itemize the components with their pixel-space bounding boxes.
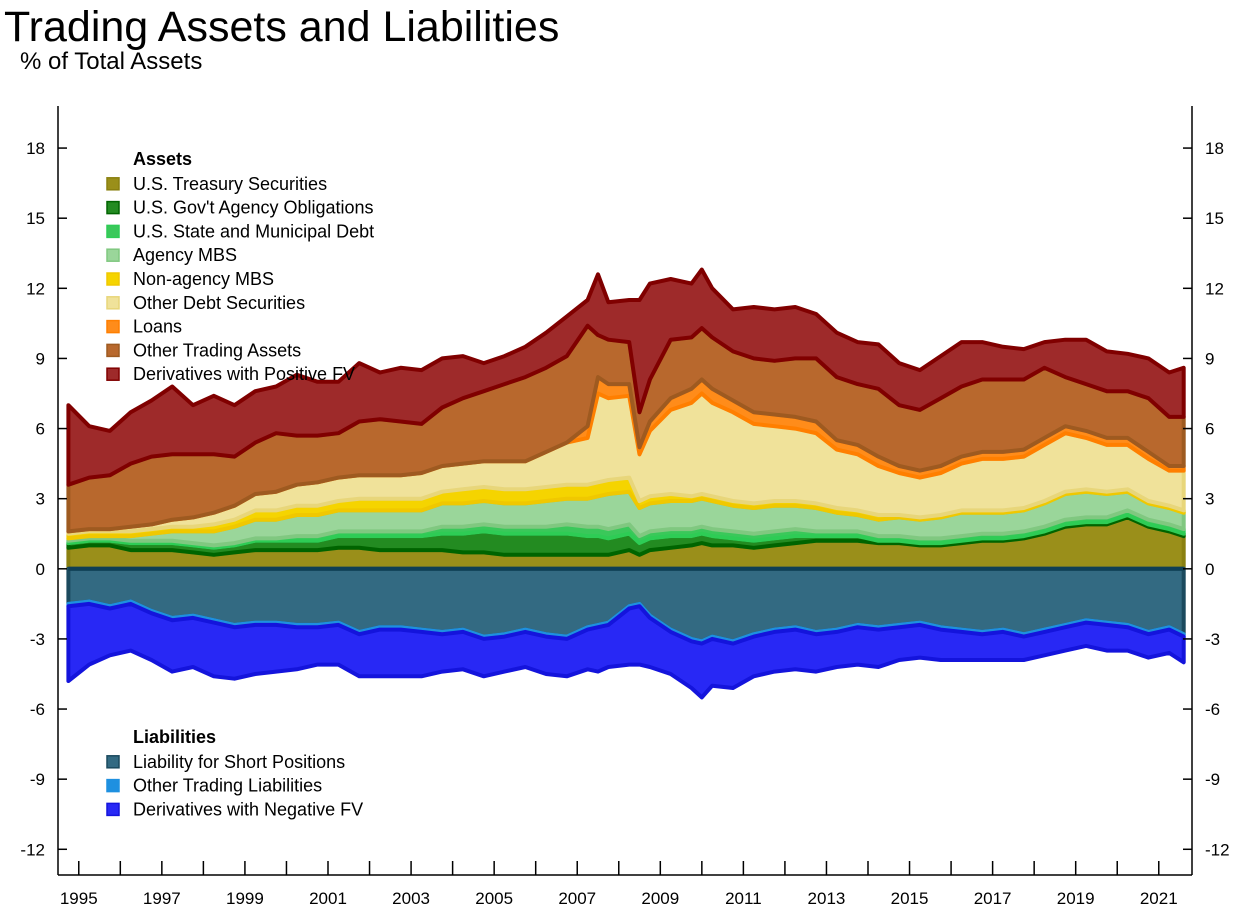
y-tick-label-left: 15 [26, 209, 45, 228]
x-tick-label: 2003 [392, 889, 430, 908]
chart-title: Trading Assets and Liabilities [4, 3, 560, 51]
x-tick-label: 1997 [143, 889, 181, 908]
legend-swatch-u-s-gov-t-agency-obligations [106, 200, 120, 215]
legend-label-loans: Loans [133, 317, 182, 337]
area-derivatives-with-positive-fv [66, 267, 1186, 487]
y-tick-label-right: -12 [1205, 840, 1230, 859]
legend-swatch-non-agency-mbs [106, 272, 120, 286]
y-tick-label-right: -6 [1205, 700, 1220, 719]
legend-label-other-debt-securities: Other Debt Securities [133, 293, 305, 313]
y-tick-label-left: 18 [26, 139, 45, 158]
x-tick-label: 1995 [60, 889, 98, 908]
legend-heading: Assets [133, 149, 192, 169]
y-tick-label-right: 18 [1205, 139, 1224, 158]
stacked-areas [66, 267, 1186, 700]
legend-label-derivatives-with-negative-fv: Derivatives with Negative FV [133, 799, 363, 819]
legend-swatch-derivatives-with-positive-fv [106, 367, 120, 381]
legend-label-other-trading-assets: Other Trading Assets [133, 340, 301, 360]
x-tick-label: 2011 [725, 889, 762, 908]
legend-label-u-s-state-and-municipal-debt: U.S. State and Municipal Debt [133, 221, 374, 241]
legend-swatch-other-trading-assets [106, 343, 120, 358]
area-derivatives-with-negative-fv [66, 601, 1186, 700]
y-tick-label-left: 3 [36, 490, 45, 509]
legend-label-u-s-treasury-securities: U.S. Treasury Securities [133, 174, 327, 194]
y-tick-label-left: -3 [30, 630, 45, 649]
legend-swatch-other-trading-liabilities [106, 778, 120, 793]
y-tick-label-right: 3 [1205, 490, 1214, 509]
y-tick-label-right: 0 [1205, 560, 1214, 579]
legend-swatch-derivatives-with-negative-fv [106, 802, 120, 817]
y-tick-label-left: -9 [30, 770, 45, 789]
axes: 18 18 15 15 12 12 9 9 6 6 3 3 0 0 -3 -3 -6 -6 -9 -9 -12 -12 19… [20, 106, 1230, 908]
y-tick-label-left: 0 [36, 560, 45, 579]
y-tick-label-left: 6 [36, 420, 45, 439]
legend-label-derivatives-with-positive-fv: Derivatives with Positive FV [133, 364, 355, 384]
legend-swatch-other-debt-securities [106, 296, 120, 310]
y-tick-label-right: 15 [1205, 209, 1224, 228]
legend-label-liability-for-short-positions: Liability for Short Positions [133, 752, 345, 772]
legend-swatch-u-s-state-and-municipal-debt [106, 224, 120, 239]
x-tick-label: 2017 [974, 889, 1012, 908]
y-tick-label-right: 12 [1205, 279, 1224, 298]
legend-swatch-agency-mbs [106, 248, 120, 262]
y-tick-label-left: 9 [36, 349, 45, 368]
x-tick-label: 2015 [891, 889, 929, 908]
legend-swatch-liability-for-short-positions [106, 755, 120, 769]
x-tick-label: 2005 [475, 889, 513, 908]
y-tick-label-left: -12 [20, 840, 45, 859]
legend-label-other-trading-liabilities: Other Trading Liabilities [133, 776, 322, 796]
x-tick-label: 2001 [309, 889, 347, 908]
x-tick-label: 2019 [1057, 889, 1095, 908]
chart-subtitle: % of Total Assets [20, 48, 203, 75]
x-tick-label: 2009 [641, 889, 679, 908]
y-tick-label-right: 6 [1205, 420, 1214, 439]
y-tick-label-left: -6 [30, 700, 45, 719]
legend-label-u-s-gov-t-agency-obligations: U.S. Gov't Agency Obligations [133, 198, 374, 218]
legend-heading: Liabilities [133, 727, 216, 747]
x-tick-label: 2013 [808, 889, 846, 908]
x-tick-label: 2007 [558, 889, 596, 908]
legend-swatch-loans [106, 319, 120, 334]
legend-swatch-u-s-treasury-securities [106, 177, 120, 191]
legend-label-non-agency-mbs: Non-agency MBS [133, 269, 274, 289]
y-tick-label-right: -3 [1205, 630, 1220, 649]
y-tick-label-right: -9 [1205, 770, 1220, 789]
y-tick-label-left: 12 [26, 279, 45, 298]
x-tick-label: 2021 [1140, 889, 1178, 908]
legend-label-agency-mbs: Agency MBS [133, 245, 237, 265]
x-tick-label: 1999 [226, 889, 264, 908]
legend: Assets U.S. Treasury Securities U.S. Gov't… [106, 149, 374, 819]
y-tick-label-right: 9 [1205, 349, 1214, 368]
